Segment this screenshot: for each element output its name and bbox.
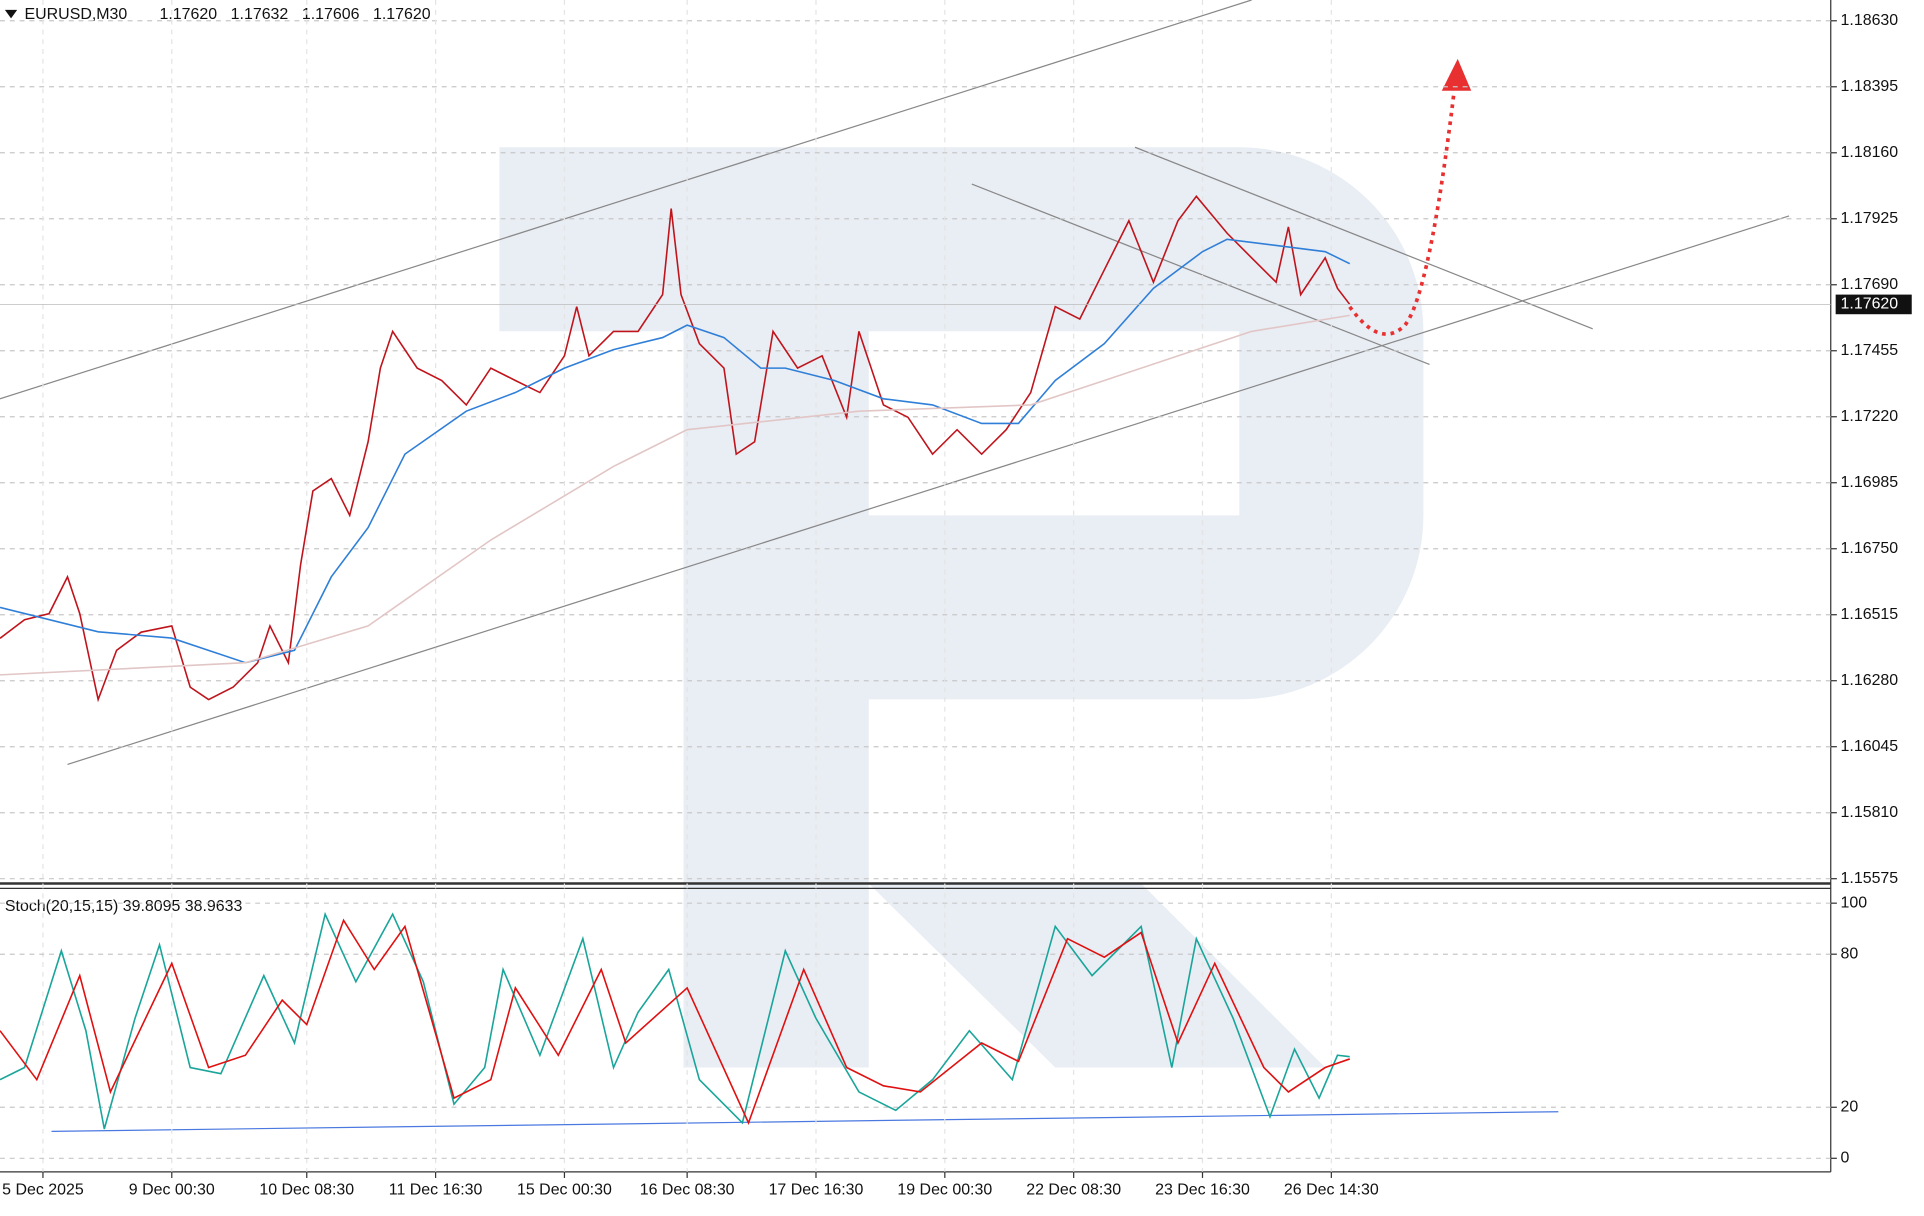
y-tick-label: 0 [1841, 1150, 1850, 1167]
y-tick-label: 1.16280 [1841, 672, 1899, 689]
series-line [0, 314, 1350, 676]
forecast-path [1348, 91, 1456, 336]
x-tick-label: 16 Dec 08:30 [640, 1181, 735, 1198]
y-tick-label: 1.15575 [1841, 870, 1899, 887]
x-tick-label: 17 Dec 16:30 [769, 1181, 864, 1198]
x-tick-label: 19 Dec 00:30 [897, 1181, 992, 1198]
y-tick-label: 1.16045 [1841, 738, 1899, 755]
series-line [0, 195, 1351, 703]
y-tick-label: 100 [1841, 894, 1868, 911]
y-tick-label: 20 [1841, 1098, 1859, 1115]
series-line [0, 911, 1350, 1130]
y-tick-label: 80 [1841, 945, 1859, 962]
y-tick-label: 1.17455 [1841, 342, 1899, 359]
x-tick-label: 15 Dec 00:30 [517, 1181, 612, 1198]
price-marker-label: 1.17620 [1841, 296, 1899, 313]
forecast-arrowhead [1441, 58, 1472, 91]
y-tick-label: 1.17220 [1841, 408, 1899, 425]
x-tick-label: 23 Dec 16:30 [1155, 1181, 1250, 1198]
ohlc-high: 1.17632 [231, 6, 289, 23]
stoch-trend-line [51, 1111, 1559, 1132]
y-tick-label: 1.16985 [1841, 474, 1899, 491]
y-tick-label: 1.17925 [1841, 210, 1899, 227]
x-tick-label: 22 Dec 08:30 [1026, 1181, 1121, 1198]
ohlc-low: 1.17606 [302, 6, 360, 23]
series-line [0, 918, 1351, 1125]
watermark [499, 147, 1424, 1068]
trend-lines [0, 0, 1790, 766]
y-tick-label: 1.18630 [1841, 12, 1899, 29]
y-tick-label: 1.16515 [1841, 606, 1899, 623]
y-tick-label: 1.18395 [1841, 78, 1899, 95]
x-tick-label: 10 Dec 08:30 [259, 1181, 354, 1198]
symbol: EURUSD,M30 [25, 6, 128, 23]
y-tick-label: 1.17690 [1841, 276, 1899, 293]
ohlc-close: 1.17620 [373, 6, 431, 23]
price-marker-box [1835, 294, 1912, 315]
indicator-title: Stoch(20,15,15) 39.8095 38.9633 [5, 898, 243, 915]
y-tick-label: 1.16750 [1841, 540, 1899, 557]
x-tick-label: 5 Dec 2025 [2, 1181, 84, 1198]
ohlc-open: 1.17620 [160, 6, 218, 23]
symbol-menu-icon [4, 9, 18, 19]
y-tick-label: 1.15810 [1841, 804, 1899, 821]
x-tick-label: 11 Dec 16:30 [389, 1181, 483, 1198]
y-tick-label: 1.18160 [1841, 144, 1899, 161]
series-line [0, 238, 1351, 664]
x-tick-label: 9 Dec 00:30 [129, 1181, 215, 1198]
x-tick-label: 26 Dec 14:30 [1284, 1181, 1379, 1198]
